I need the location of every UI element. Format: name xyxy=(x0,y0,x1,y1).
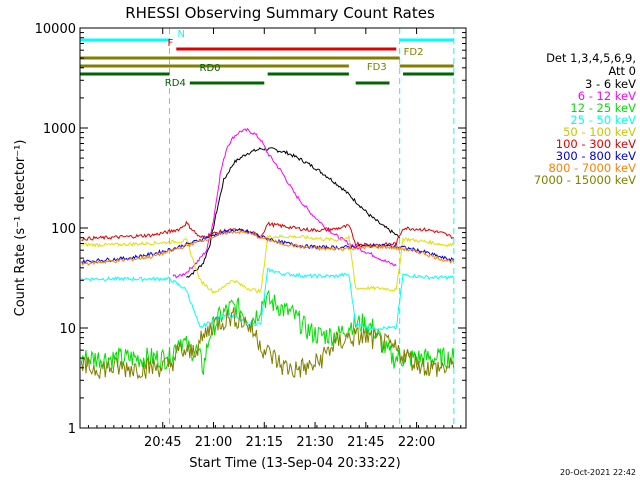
legend-entry: 25 - 50 keV xyxy=(570,113,636,127)
y-tick-label: 100 xyxy=(51,222,76,237)
legend-entry: 7000 - 15000 keV xyxy=(533,173,636,187)
state-bars: NF FD2 FD3 RD0 RD4 xyxy=(80,29,454,89)
state-bar-label: N xyxy=(178,29,185,40)
legend-entry: 300 - 800 keV xyxy=(555,149,636,163)
x-axis-label: Start Time (13-Sep-04 20:33:22) xyxy=(189,456,400,471)
series-line xyxy=(81,234,455,294)
legend-entry: 6 - 12 keV xyxy=(577,89,636,103)
y-tick-label: 10000 xyxy=(35,22,76,37)
series-line xyxy=(81,229,455,266)
series-line xyxy=(81,220,454,248)
state-bar-label: RD0 xyxy=(200,63,221,74)
series-line xyxy=(81,289,455,376)
state-bar-label: F xyxy=(168,38,174,49)
y-tick-label: 1000 xyxy=(43,122,76,137)
axes: 20:45 21:00 21:15 21:30 21:45 22:00 1 10 100 1000… xyxy=(35,22,466,450)
x-tick-label: 22:00 xyxy=(398,435,435,450)
x-tick-label: 20:45 xyxy=(144,435,181,450)
plot-frame xyxy=(79,27,467,429)
legend: Det 1,3,4,5,6,9, Att 0 3 - 6 keV 6 - 12 k… xyxy=(492,51,636,187)
x-tick-label: 21:30 xyxy=(296,435,333,450)
x-tick-label: 21:00 xyxy=(195,435,232,450)
timestamp: 20-Oct-2021 22:42 xyxy=(560,468,636,477)
series-layer xyxy=(80,28,455,428)
state-bar-label: RD4 xyxy=(165,78,186,89)
y-axis-label: Count Rate (s⁻¹ detector⁻¹) xyxy=(13,140,28,317)
attenuator-state: Att 0 xyxy=(608,64,636,78)
series-line xyxy=(81,228,455,265)
x-tick-label: 21:45 xyxy=(347,435,384,450)
series-line xyxy=(186,147,400,278)
series-line xyxy=(81,307,455,380)
state-bar-label: FD2 xyxy=(404,47,424,58)
legend-entry: 3 - 6 keV xyxy=(585,77,636,91)
chart-title: RHESSI Observing Summary Count Rates xyxy=(125,4,435,22)
legend-entry: 12 - 25 keV xyxy=(570,101,636,115)
legend-entry: 800 - 7000 keV xyxy=(548,161,636,175)
x-tick-label: 21:15 xyxy=(246,435,283,450)
detector-list: Det 1,3,4,5,6,9, xyxy=(546,51,636,65)
legend-items: 3 - 6 keV 6 - 12 keV 12 - 25 keV 25 - 50 ke… xyxy=(492,78,636,186)
state-bar-label: FD3 xyxy=(367,62,387,73)
y-tick-label: 1 xyxy=(68,422,76,437)
legend-entry: 100 - 300 keV xyxy=(555,137,636,151)
legend-entry: 50 - 100 keV xyxy=(563,125,636,139)
series-line xyxy=(81,268,455,331)
y-tick-label: 10 xyxy=(59,322,76,337)
